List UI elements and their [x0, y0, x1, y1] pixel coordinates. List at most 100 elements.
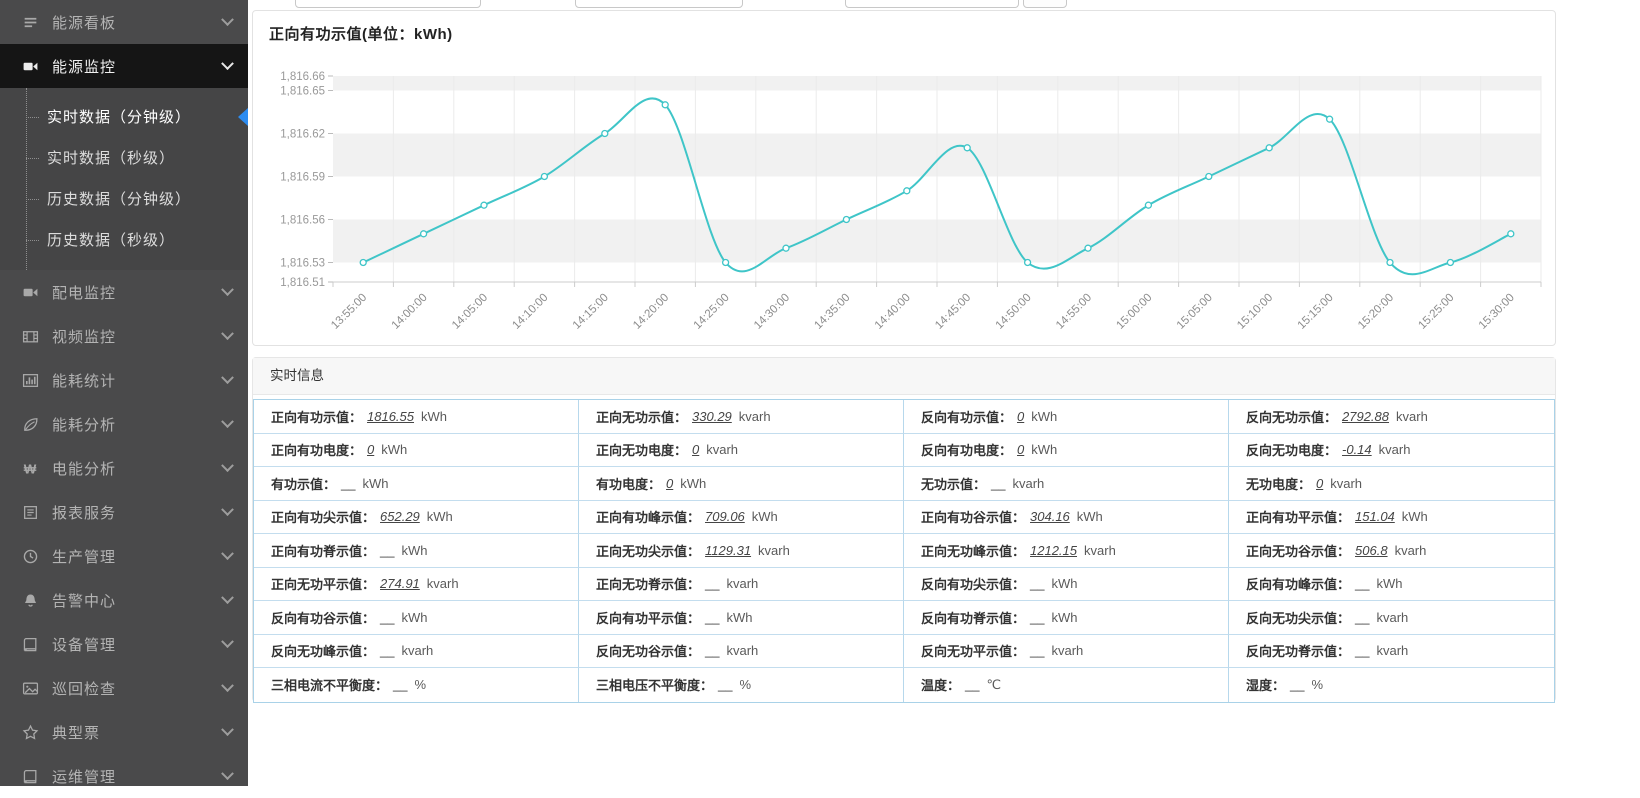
info-value[interactable]: 506.8 [1355, 542, 1388, 558]
line-chart[interactable]: 1,816.51 1,816.53 1,816.56 1,816.59 1,816.62… [253, 11, 1555, 345]
info-value[interactable]: 304.16 [1030, 509, 1070, 525]
x-axis-label: 14:55:00 [1054, 292, 1094, 332]
info-value[interactable]: 1129.31 [705, 542, 752, 558]
sidebar-item-ops-management[interactable]: 运维管理 [0, 754, 248, 798]
info-cell: 反向无功脊示值： __ kvarh [1229, 634, 1554, 668]
info-cell: 正向无功脊示值： __ kvarh [579, 567, 904, 601]
sidebar-item-label: 能耗统计 [52, 372, 117, 390]
info-unit: kWh [726, 609, 753, 625]
info-cell: 反向有功谷示值： __ kWh [254, 601, 579, 635]
info-value: __ [1355, 609, 1370, 625]
info-value[interactable]: 0 [1017, 442, 1025, 458]
y-axis-label: 1,816.53 [280, 258, 325, 270]
sidebar-item-label: 生产管理 [52, 548, 117, 566]
data-point-marker[interactable] [1386, 258, 1394, 267]
info-cell: 无功示值： __ kvarh [904, 467, 1229, 501]
data-point-marker[interactable] [1023, 258, 1032, 267]
sidebar-item-production-management[interactable]: 生产管理 [0, 534, 248, 578]
data-point-marker[interactable] [661, 101, 669, 109]
data-point-marker[interactable] [540, 172, 549, 181]
sidebar-item-label: 设备管理 [52, 636, 117, 654]
info-unit: kvarh [706, 442, 739, 458]
sidebar-item-energy-analysis[interactable]: 能耗分析 [0, 402, 248, 446]
sidebar-item-typical-ticket[interactable]: 典型票 [0, 710, 248, 754]
info-value: __ [341, 475, 356, 491]
data-point-marker[interactable] [1205, 172, 1213, 181]
info-label: 无功电度： [1246, 476, 1312, 492]
info-value[interactable]: 330.29 [692, 408, 732, 424]
info-value[interactable]: 0 [666, 475, 674, 491]
data-point-marker[interactable] [1507, 230, 1515, 238]
query-input-1[interactable] [295, 0, 481, 8]
data-point-marker[interactable] [601, 129, 609, 138]
info-value[interactable]: 0 [692, 442, 700, 458]
data-point-marker[interactable] [1325, 115, 1334, 123]
info-value[interactable]: 274.91 [380, 576, 420, 592]
info-value[interactable]: -0.14 [1342, 442, 1372, 458]
sidebar-item-energy-dashboard[interactable]: 能源看板 [0, 0, 248, 44]
info-cell: 反向有功平示值： __ kWh [579, 601, 904, 635]
sidebar-item-video-monitor[interactable]: 视频监控 [0, 314, 248, 358]
sidebar-item-label: 能源看板 [52, 14, 117, 32]
sidebar-item-energy-monitor[interactable]: 能源监控 [0, 44, 248, 88]
info-value[interactable]: 652.29 [380, 509, 420, 525]
info-value[interactable]: 151.04 [1355, 509, 1395, 525]
query-input-3[interactable] [845, 0, 1019, 8]
data-point-marker[interactable] [903, 187, 911, 195]
info-label: 无功示值： [921, 476, 987, 492]
submenu-item-history-second[interactable]: 历史数据（秒级） [0, 219, 248, 260]
x-axis-label: 14:45:00 [933, 292, 973, 332]
info-value[interactable]: 709.06 [705, 509, 745, 525]
data-point-marker[interactable] [419, 230, 428, 238]
info-value[interactable]: 1816.55 [367, 408, 415, 424]
info-value[interactable]: 1212.15 [1030, 542, 1078, 558]
info-unit: kvarh [726, 643, 759, 659]
submenu-energy-monitor: 实时数据（分钟级） 实时数据（秒级） 历史数据（分钟级） 历史数据（秒级） [0, 88, 248, 270]
data-point-marker[interactable] [963, 144, 971, 152]
x-axis-label: 13:55:00 [329, 292, 369, 332]
info-label: 正向无功电度： [596, 443, 688, 459]
sidebar-item-patrol-inspection[interactable]: 巡回检查 [0, 666, 248, 710]
submenu-item-label: 实时数据（分钟级） [47, 109, 192, 126]
sidebar-item-alarm-center[interactable]: 告警中心 [0, 578, 248, 622]
query-input-2[interactable] [575, 0, 743, 8]
info-label: 反向有功平示值： [596, 610, 701, 626]
chevron-down-icon [221, 502, 234, 516]
info-value[interactable]: 0 [367, 442, 375, 458]
x-axis-label: 14:35:00 [812, 292, 852, 332]
sidebar-item-report-service[interactable]: 报表服务 [0, 490, 248, 534]
sidebar-item-energy-statistics[interactable]: 能耗统计 [0, 358, 248, 402]
submenu-item-realtime-minute[interactable]: 实时数据（分钟级） [0, 96, 248, 137]
data-point-marker[interactable] [1446, 258, 1455, 267]
info-cell: 正向有功示值： 1816.55 kWh [254, 400, 579, 434]
data-point-marker[interactable] [480, 201, 488, 209]
query-button[interactable] [1023, 0, 1067, 8]
x-axis-label: 14:15:00 [571, 292, 611, 332]
sidebar-item-label: 能耗分析 [52, 416, 117, 434]
sidebar-item-distribution-monitor[interactable]: 配电监控 [0, 270, 248, 314]
data-point-marker[interactable] [1265, 144, 1273, 152]
info-value[interactable]: 2792.88 [1342, 408, 1390, 424]
data-point-marker[interactable] [1144, 201, 1153, 209]
info-value[interactable]: 0 [1316, 475, 1324, 491]
submenu-item-history-minute[interactable]: 历史数据（分钟级） [0, 178, 248, 219]
info-value: __ [991, 475, 1006, 491]
data-point-marker[interactable] [782, 244, 790, 252]
info-unit: kWh [426, 509, 453, 525]
x-axis-label: 14:20:00 [631, 292, 671, 332]
data-point-marker[interactable] [721, 258, 730, 267]
info-value[interactable]: 0 [1017, 408, 1025, 424]
data-point-marker[interactable] [359, 258, 367, 267]
info-cell: 三相电流不平衡度： __% [254, 668, 579, 702]
info-unit: kWh [421, 408, 448, 424]
chevron-down-icon [221, 766, 234, 780]
submenu-item-realtime-second[interactable]: 实时数据（秒级） [0, 137, 248, 178]
info-unit: kvarh [1330, 475, 1363, 491]
info-value: __ [705, 643, 720, 659]
data-point-marker[interactable] [842, 215, 851, 224]
sidebar-item-power-analysis[interactable]: ₩ 电能分析 [0, 446, 248, 490]
data-point-marker[interactable] [1084, 244, 1092, 252]
info-unit: kWh [1051, 609, 1078, 625]
sidebar-item-device-management[interactable]: 设备管理 [0, 622, 248, 666]
info-cell: 反向无功示值： 2792.88 kvarh [1229, 400, 1554, 434]
